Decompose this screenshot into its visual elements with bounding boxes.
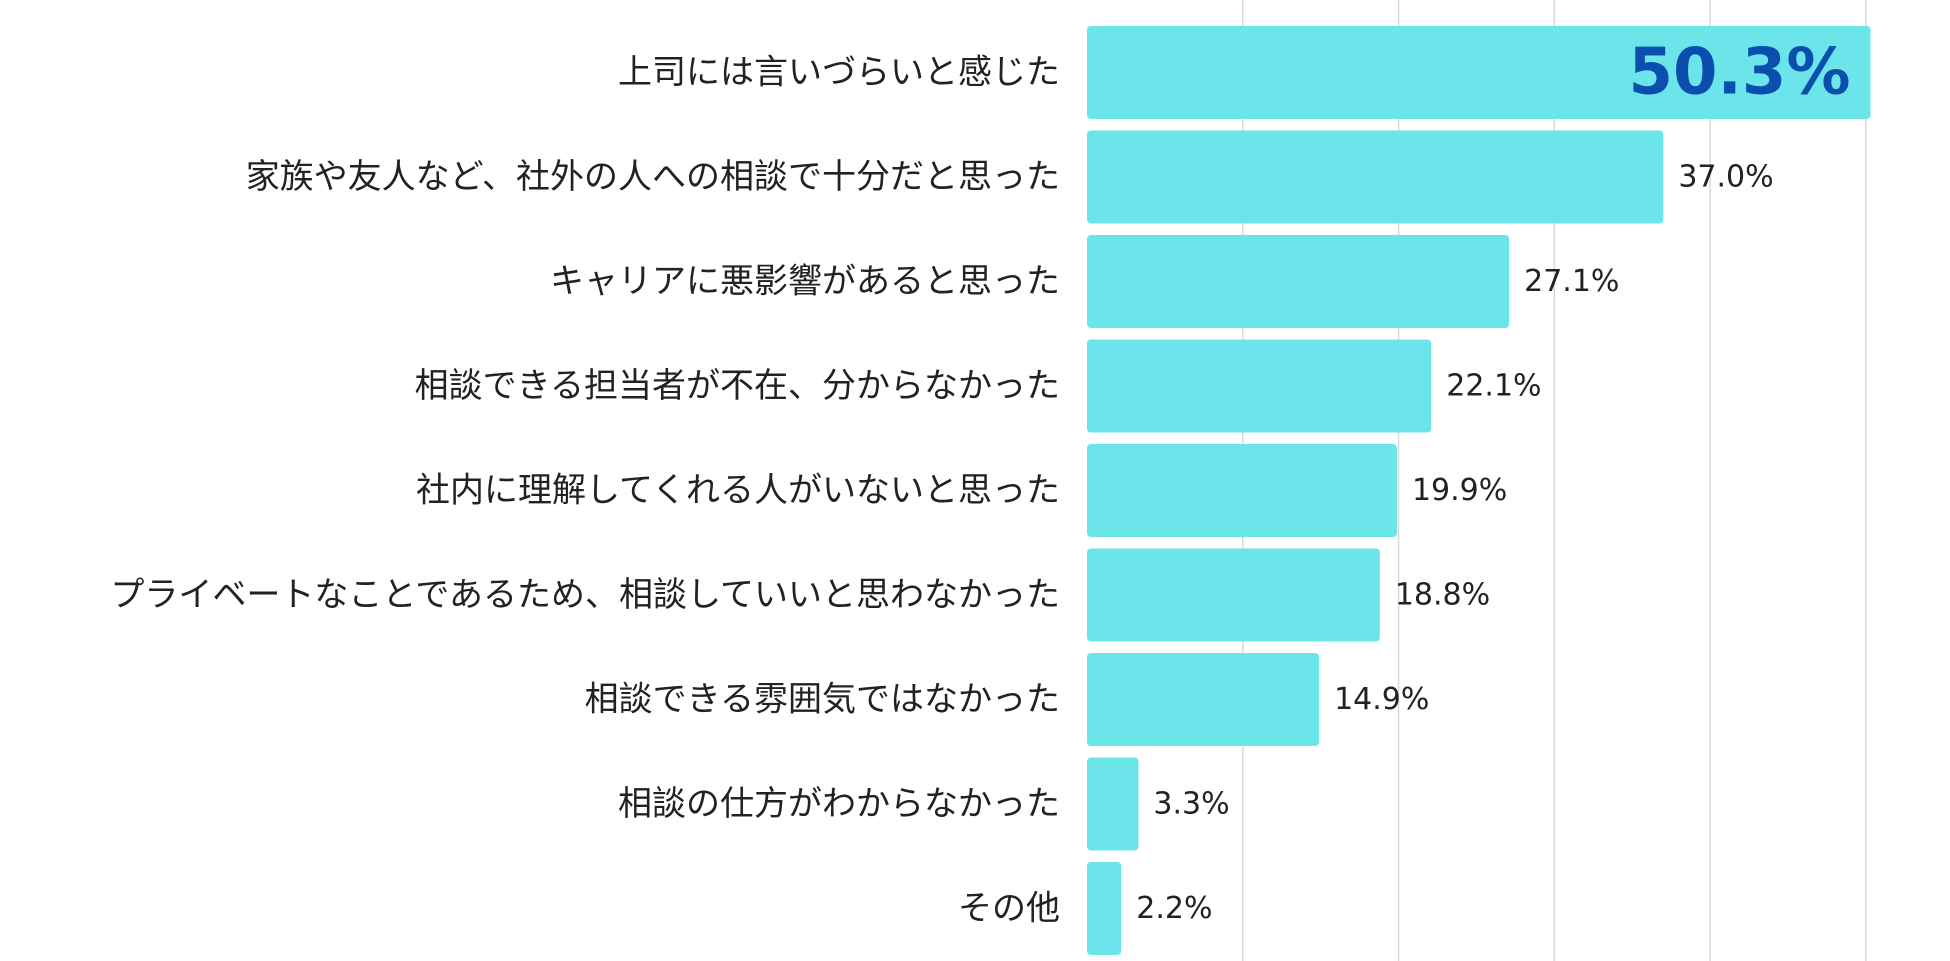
category-label: 相談できる担当者が不在、分からなかった <box>415 366 1060 406</box>
category-label: 社内に理解してくれる人がいないと思った <box>416 471 1060 511</box>
category-label: 相談の仕方がわからなかった <box>618 784 1060 824</box>
value-label: 3.3% <box>1153 787 1229 822</box>
bar <box>1087 26 1871 119</box>
bar <box>1087 757 1139 851</box>
value-label: 19.9% <box>1412 473 1507 508</box>
category-label: 家族や友人など、社外の人への相談で十分だと思った <box>246 157 1060 197</box>
bar <box>1087 548 1380 642</box>
bar <box>1087 130 1664 224</box>
category-label: プライベートなことであるため、相談していいと思わなかった <box>110 575 1060 615</box>
value-label: 37.0% <box>1678 160 1773 195</box>
bar <box>1087 862 1122 955</box>
value-label: 27.1% <box>1524 264 1619 299</box>
category-label: 上司には言いづらいと感じた <box>618 53 1060 93</box>
bar <box>1087 235 1510 328</box>
category-label: キャリアに悪影響があると思った <box>550 262 1060 302</box>
bars <box>1087 26 1871 955</box>
value-label: 50.3% <box>1628 36 1850 110</box>
bar <box>1087 444 1397 537</box>
labels: 上司には言いづらいと感じた 50.3% 家族や友人など、社外の人への相談で十分だと思… <box>110 36 1850 929</box>
value-label: 2.2% <box>1136 891 1212 926</box>
category-label: その他 <box>958 889 1060 929</box>
value-label: 18.8% <box>1395 578 1490 613</box>
bar <box>1087 339 1432 433</box>
value-label: 14.9% <box>1334 682 1429 717</box>
value-label: 22.1% <box>1446 369 1541 404</box>
bar <box>1087 653 1320 746</box>
category-label: 相談できる雰囲気ではなかった <box>585 680 1060 720</box>
